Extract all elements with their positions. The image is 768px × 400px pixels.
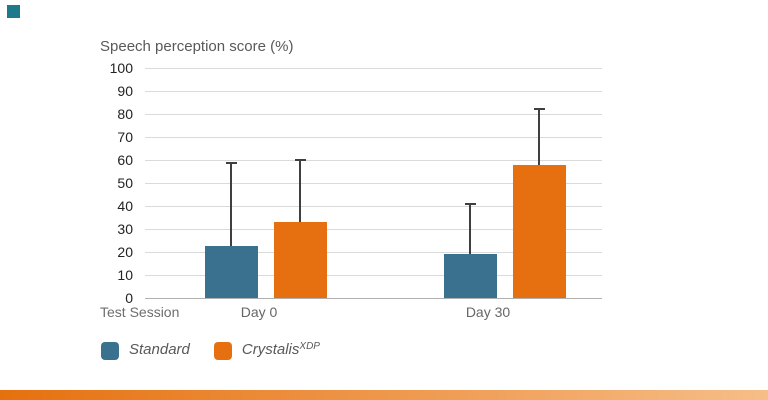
x-axis-line <box>145 297 602 299</box>
gridline-90 <box>145 90 602 92</box>
legend-label-standard: Standard <box>129 341 190 358</box>
error-bar-line-standard-day-0 <box>230 163 232 247</box>
gridline-30 <box>145 228 602 230</box>
error-bar-cap-standard-day-0 <box>225 162 237 165</box>
legend-swatch-crystalis-xdp <box>213 342 232 360</box>
gridline-40 <box>145 205 602 207</box>
y-tick-label-80: 80 <box>117 106 133 122</box>
legend-item-crystalis-xdp: CrystalisXDP <box>213 341 320 361</box>
chart-title: Speech perception score (%) <box>100 38 294 55</box>
y-tick-label-30: 30 <box>117 221 133 237</box>
error-bar-line-standard-day-30 <box>469 203 471 255</box>
legend-item-standard: Standard <box>101 341 190 361</box>
x-category-label-day-0: Day 0 <box>240 304 278 320</box>
y-tick-label-90: 90 <box>117 83 133 99</box>
error-bar-cap-standard-day-30 <box>464 202 476 205</box>
gridline-100 <box>145 67 602 69</box>
bar-crystalis-xdp-day-0 <box>273 222 327 298</box>
gridline-50 <box>145 182 602 184</box>
legend-swatch-standard <box>101 342 119 360</box>
error-bar-cap-crystalis-xdp-day-0 <box>294 159 306 161</box>
corner-accent-square <box>7 5 20 18</box>
bar-standard-day-0 <box>204 246 258 298</box>
y-tick-label-60: 60 <box>117 152 133 168</box>
error-bar-cap-crystalis-xdp-day-30 <box>533 108 545 111</box>
y-tick-label-40: 40 <box>117 198 133 214</box>
x-category-label-day-30: Day 30 <box>465 304 511 320</box>
y-tick-label-0: 0 <box>125 290 133 306</box>
gridline-20 <box>145 251 602 253</box>
bar-crystalis-xdp-day-30 <box>512 164 566 298</box>
y-tick-label-100: 100 <box>109 60 133 76</box>
gridline-10 <box>145 274 602 276</box>
chart-legend: Standard CrystalisXDP <box>101 341 320 361</box>
legend-superscript: XDP <box>299 341 320 352</box>
y-tick-label-70: 70 <box>117 129 133 145</box>
x-axis-title: Test Session <box>100 304 180 320</box>
gridline-60 <box>145 159 602 161</box>
error-bar-line-crystalis-xdp-day-0 <box>299 160 301 223</box>
y-tick-label-20: 20 <box>117 244 133 260</box>
bar-standard-day-30 <box>443 254 497 298</box>
gridline-80 <box>145 113 602 115</box>
y-tick-label-50: 50 <box>117 175 133 191</box>
bottom-accent-bar <box>0 390 768 400</box>
error-bar-line-crystalis-xdp-day-30 <box>538 109 540 165</box>
legend-label-crystalis-xdp: CrystalisXDP <box>241 341 320 358</box>
y-tick-label-10: 10 <box>117 267 133 283</box>
gridline-70 <box>145 136 602 138</box>
